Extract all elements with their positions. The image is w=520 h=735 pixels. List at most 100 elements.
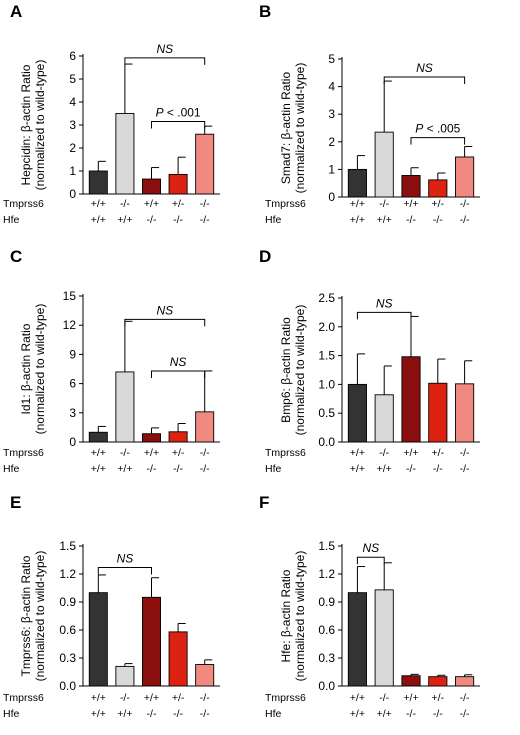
genotype-label: -/- [460,447,470,459]
y-axis-subtitle: (normalized to wild-type) [293,63,307,194]
significance-label: NS [156,42,173,56]
significance-label: NS [170,355,187,369]
genotype-label: -/- [200,692,210,704]
bar [195,411,215,443]
chart-panel-a: A Hepcidin: β-actin Ratio (normalized to w… [3,2,220,226]
bar [374,131,394,198]
bar [88,431,108,443]
y-tick-label: 1.5 [59,539,76,553]
y-tick-label: 0.0 [59,679,76,693]
bar [347,168,367,198]
genotype-label: +/+ [91,692,106,704]
y-tick-label: 5 [328,52,335,66]
y-tick-label: 15 [63,289,77,303]
bar [142,433,161,443]
genotype-row-label: Tmprss6 [265,198,306,210]
bar [115,113,135,195]
y-tick-label: 2.0 [318,320,335,334]
genotype-label: -/- [200,708,210,720]
genotype-label: +/+ [403,198,418,210]
panel-letter: B [259,2,271,21]
genotype-label: -/- [173,708,183,720]
panel-letter: A [10,2,22,21]
genotype-label: +/+ [377,708,392,720]
genotype-row-label: Tmprss6 [3,692,44,704]
genotype-row-label: Hfe [3,214,20,226]
genotype-label: +/+ [91,198,106,210]
genotype-row-label: Hfe [3,708,20,720]
significance-label: NS [362,541,379,555]
genotype-label: +/+ [403,692,418,704]
bar [401,356,421,443]
panel-letter: E [10,493,21,512]
y-tick-label: 2.5 [318,291,335,305]
bar [455,156,475,198]
genotype-row-label: Hfe [265,214,282,226]
bar [168,173,188,195]
y-axis-title: Tmprss6: β-actin Ratio [19,555,33,676]
bar [428,676,448,687]
genotype-label: +/+ [91,708,106,720]
genotype-label: -/- [460,214,470,226]
genotype-label: +/+ [350,198,365,210]
genotype-label: -/- [200,463,210,475]
genotype-label: +/- [432,692,445,704]
genotype-row-label: Hfe [265,708,282,720]
y-tick-label: 0.3 [59,651,76,665]
genotype-label: -/- [379,692,389,704]
bar [168,431,188,443]
y-tick-label: 0.5 [318,406,335,420]
genotype-label: +/+ [91,214,106,226]
significance-bracket [383,76,466,84]
y-axis-subtitle: (normalized to wild-type) [293,305,307,436]
genotype-label: +/+ [403,447,418,459]
genotype-label: +/+ [144,447,159,459]
bar [195,664,215,687]
genotype-label: -/- [200,214,210,226]
genotype-label: -/- [433,708,443,720]
significance-bracket [97,566,152,575]
genotype-row-label: Tmprss6 [265,447,306,459]
genotype-row-label: Tmprss6 [265,692,306,704]
significance-bracket [356,311,412,320]
bar [401,175,421,198]
genotype-label: +/- [432,447,445,459]
genotype-label: -/- [120,692,130,704]
y-tick-label: 2 [69,141,76,155]
y-tick-label: 1 [69,164,76,178]
genotype-label: -/- [433,463,443,475]
genotype-label: +/+ [350,447,365,459]
bar [428,382,448,443]
y-tick-label: 1 [328,162,335,176]
bar [115,371,135,443]
genotype-label: +/+ [144,692,159,704]
genotype-label: -/- [379,198,389,210]
genotype-label: +/+ [350,214,365,226]
significance-bracket [356,556,385,565]
y-tick-label: 0 [69,187,76,201]
genotype-label: -/- [379,447,389,459]
significance-bracket [151,370,206,378]
genotype-label: +/+ [377,214,392,226]
genotype-label: +/+ [350,692,365,704]
significance-label: NS [416,61,433,75]
genotype-label: +/+ [117,708,132,720]
y-tick-label: 3 [69,406,76,420]
panel-letter: F [259,493,269,512]
genotype-label: -/- [200,198,210,210]
genotype-row-label: Hfe [3,463,20,475]
genotype-label: -/- [406,463,416,475]
bar [401,675,421,687]
chart-panel-c: C Id1: β-actin Ratio (normalized to wild-t… [3,247,220,475]
genotype-label: +/- [172,447,185,459]
genotype-row-label: Tmprss6 [3,447,44,459]
y-tick-label: 0 [69,435,76,449]
bar [115,665,135,687]
y-tick-label: 0.9 [318,595,335,609]
genotype-label: -/- [460,708,470,720]
genotype-label: -/- [173,214,183,226]
y-tick-label: 0.6 [318,623,335,637]
y-tick-label: 3 [69,118,76,132]
y-axis-subtitle: (normalized to wild-type) [33,551,47,682]
y-tick-label: 1.5 [318,539,335,553]
